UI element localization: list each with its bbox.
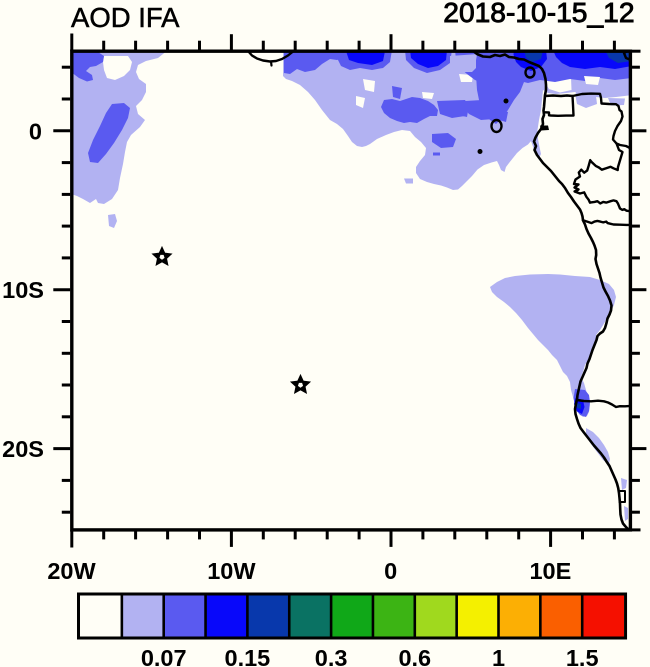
- svg-text:2018-10-15_12: 2018-10-15_12: [443, 0, 634, 28]
- svg-text:10W: 10W: [207, 558, 256, 584]
- svg-text:0: 0: [29, 118, 42, 144]
- svg-text:AOD IFA: AOD IFA: [71, 2, 180, 33]
- svg-text:0.15: 0.15: [225, 645, 271, 667]
- svg-text:0.07: 0.07: [141, 645, 187, 667]
- svg-text:1: 1: [492, 645, 505, 667]
- svg-text:1.5: 1.5: [566, 645, 599, 667]
- svg-text:20S: 20S: [2, 436, 44, 462]
- svg-text:0.3: 0.3: [315, 645, 348, 667]
- svg-text:10S: 10S: [2, 277, 44, 303]
- svg-text:10E: 10E: [529, 558, 571, 584]
- svg-text:0.6: 0.6: [398, 645, 431, 667]
- svg-text:0: 0: [384, 558, 397, 584]
- svg-text:20W: 20W: [47, 558, 96, 584]
